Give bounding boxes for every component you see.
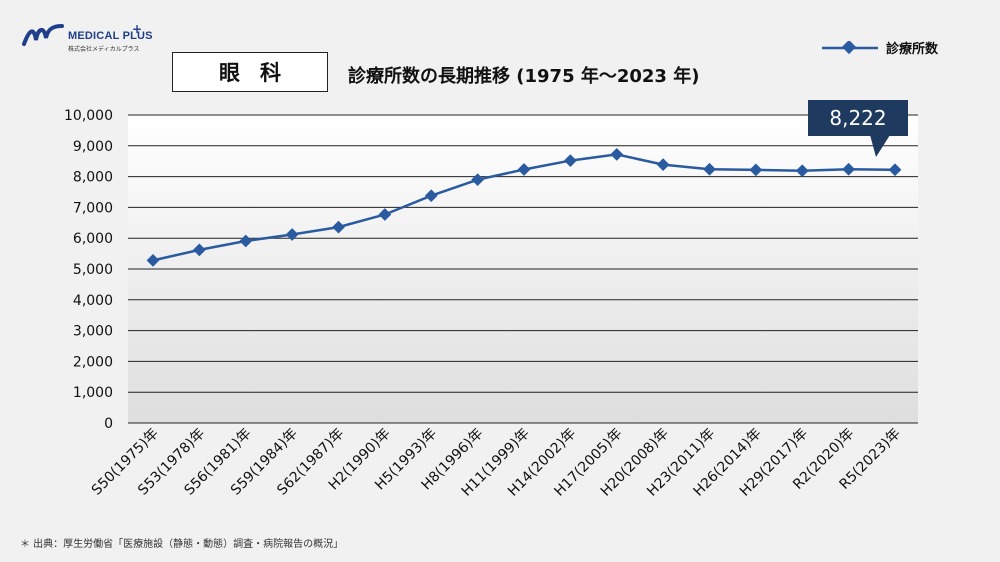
- y-tick-label: 10,000: [64, 108, 113, 124]
- logo-brand: MEDICAL PLUS: [68, 30, 153, 42]
- y-tick-label: 2,000: [73, 354, 113, 370]
- y-tick-label: 1,000: [73, 385, 113, 401]
- y-tick-label: 8,000: [73, 170, 113, 186]
- data-point-marker: [239, 234, 253, 248]
- logo-plus: +: [132, 22, 143, 36]
- latest-value-callout: 8,222: [808, 100, 908, 136]
- data-point-marker: [146, 254, 160, 267]
- logo-subtitle: 株式会社メディカルプラス: [68, 46, 140, 53]
- data-point-marker: [285, 228, 299, 241]
- y-tick-label: 6,000: [73, 231, 113, 247]
- data-point-marker: [471, 173, 484, 187]
- y-tick-label: 0: [104, 416, 113, 432]
- y-tick-label: 7,000: [73, 200, 113, 216]
- chart-title: 診療所数の長期推移 (1975 年～2023 年): [348, 66, 700, 87]
- data-point-marker: [378, 208, 392, 221]
- legend-line-marker-icon: [822, 40, 878, 54]
- legend-label: 診療所数: [886, 42, 939, 57]
- chart-legend: 診療所数: [820, 38, 938, 57]
- data-point-marker: [193, 243, 206, 257]
- data-point-marker: [332, 220, 345, 234]
- data-point-marker: [424, 189, 438, 203]
- y-tick-label: 3,000: [73, 324, 113, 340]
- y-tick-label: 9,000: [73, 139, 113, 155]
- y-tick-label: 4,000: [73, 293, 113, 309]
- logo-mark-icon: [22, 24, 64, 46]
- callout-pointer: [870, 135, 890, 157]
- source-note: ＊ 出典：厚生労働省「医療施設（静態・動態）調査・病院報告の概況」: [20, 539, 344, 550]
- subject-label: 眼科: [172, 52, 328, 92]
- company-logo: MEDICAL PLUS + 株式会社メディカルプラス: [22, 22, 153, 62]
- y-tick-label: 5,000: [73, 262, 113, 278]
